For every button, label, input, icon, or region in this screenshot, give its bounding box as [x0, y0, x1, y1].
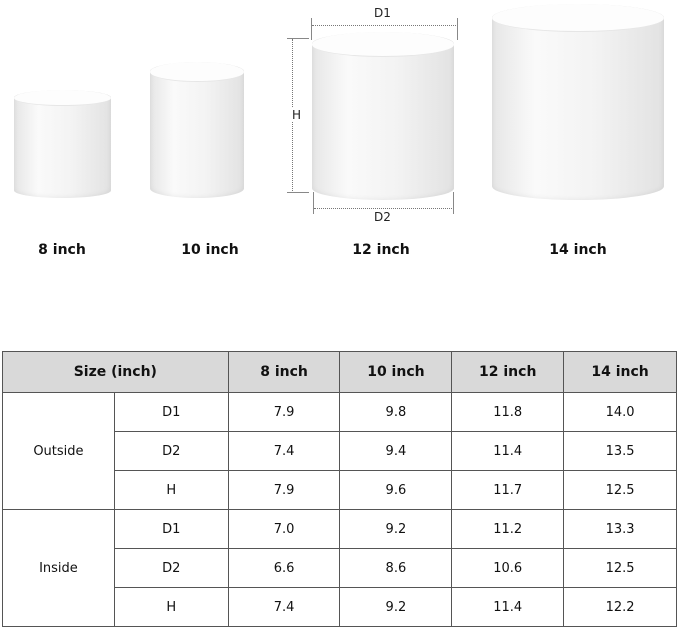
- value-cell: 9.2: [339, 509, 453, 549]
- dimension-cell: H: [113, 470, 229, 510]
- value-cell: 7.9: [227, 470, 341, 510]
- value-cell: 11.7: [451, 470, 565, 510]
- value-cell: 8.6: [339, 548, 453, 588]
- value-cell: 9.4: [339, 431, 453, 471]
- pot-12-inch: [312, 32, 454, 200]
- value-cell: 7.4: [227, 587, 341, 627]
- value-cell: 12.5: [563, 470, 677, 510]
- value-cell: 9.6: [339, 470, 453, 510]
- pot-8-inch: [14, 90, 111, 198]
- table-row: H 7.9 9.6 11.7 12.5: [3, 470, 677, 510]
- h-tick-bottom: [287, 192, 309, 193]
- dimension-cell: D1: [113, 392, 229, 432]
- header-size: Size (inch): [2, 351, 229, 393]
- dimension-cell: D2: [113, 431, 229, 471]
- h-tick-top: [287, 38, 309, 39]
- value-cell: 6.6: [227, 548, 341, 588]
- value-cell: 11.4: [451, 587, 565, 627]
- d1-tick-right: [457, 18, 458, 40]
- dimension-cell: D1: [113, 509, 229, 549]
- label-14-inch: 14 inch: [549, 242, 607, 258]
- value-cell: 11.2: [451, 509, 565, 549]
- table-row: Outside D1 7.9 9.8 11.8 14.0: [2, 392, 677, 510]
- d1-arrow: [312, 25, 456, 26]
- value-cell: 9.2: [339, 587, 453, 627]
- value-cell: 13.5: [563, 431, 677, 471]
- h-label: H: [292, 108, 302, 122]
- size-table: Size (inch) 8 inch 10 inch 12 inch 14 in…: [2, 351, 677, 627]
- table-row: D2 7.4 9.4 11.4 13.5: [3, 431, 677, 471]
- value-cell: 7.9: [227, 392, 341, 432]
- table-row: D2 6.6 8.6 10.6 12.5: [3, 548, 677, 588]
- value-cell: 12.5: [563, 548, 677, 588]
- value-cell: 14.0: [563, 392, 677, 432]
- d2-tick-right: [453, 192, 454, 214]
- label-10-inch: 10 inch: [181, 242, 239, 258]
- value-cell: 9.8: [339, 392, 453, 432]
- d2-arrow: [314, 208, 452, 209]
- d2-tick-left: [313, 192, 314, 214]
- pot-14-inch: [492, 4, 664, 200]
- group-label: Inside: [2, 509, 115, 627]
- label-8-inch: 8 inch: [38, 242, 86, 258]
- group-label: Outside: [2, 392, 115, 510]
- value-cell: 7.4: [227, 431, 341, 471]
- table-row: Inside D1 7.0 9.2 11.2 13.3: [2, 509, 677, 627]
- dimension-cell: D2: [113, 548, 229, 588]
- value-cell: 7.0: [227, 509, 341, 549]
- d1-label: D1: [374, 6, 391, 20]
- header-col: 8 inch: [227, 351, 341, 393]
- header-col: 12 inch: [451, 351, 565, 393]
- value-cell: 11.8: [451, 392, 565, 432]
- label-12-inch: 12 inch: [352, 242, 410, 258]
- value-cell: 11.4: [451, 431, 565, 471]
- dimension-cell: H: [113, 587, 229, 627]
- d1-tick-left: [311, 18, 312, 40]
- table-row: H 7.4 9.2 11.4 12.2: [3, 587, 677, 627]
- header-col: 10 inch: [339, 351, 453, 393]
- value-cell: 12.2: [563, 587, 677, 627]
- pot-10-inch: [150, 62, 244, 198]
- header-col: 14 inch: [563, 351, 677, 393]
- table-header: Size (inch) 8 inch 10 inch 12 inch 14 in…: [2, 351, 677, 393]
- d2-label: D2: [374, 210, 391, 224]
- value-cell: 10.6: [451, 548, 565, 588]
- value-cell: 13.3: [563, 509, 677, 549]
